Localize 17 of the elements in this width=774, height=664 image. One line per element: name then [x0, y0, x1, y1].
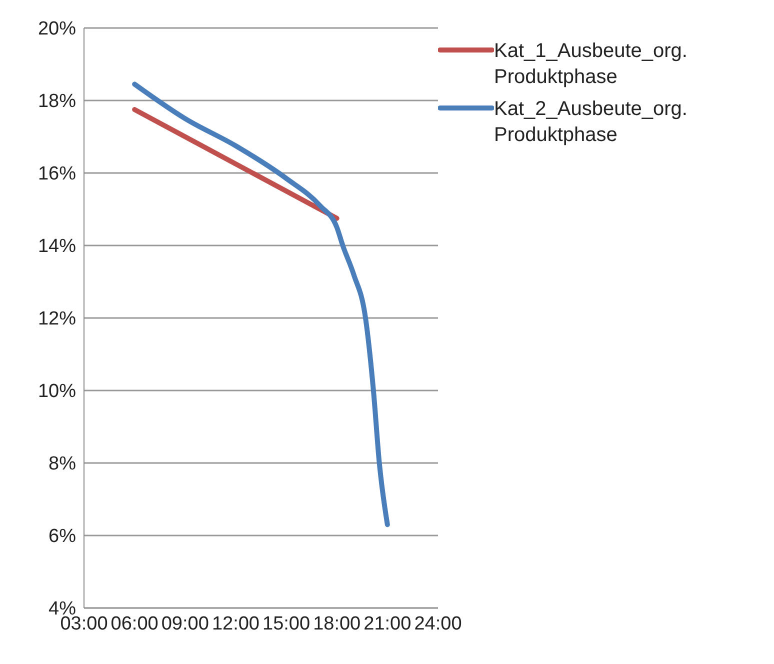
x-tick-label: 18:00	[313, 613, 361, 634]
y-tick-label: 20%	[38, 18, 76, 40]
x-tick-label: 06:00	[110, 613, 158, 634]
legend-label: Kat_1_Ausbeute_org. Produktphase	[494, 39, 688, 90]
x-tick-label: 12:00	[212, 613, 260, 634]
y-tick-label: 10%	[38, 381, 76, 402]
x-tick-label: 15:00	[262, 613, 310, 634]
x-tick-label: 21:00	[364, 613, 412, 634]
y-tick-label: 14%	[38, 236, 76, 258]
x-tick-label: 09:00	[161, 613, 209, 634]
x-tick-label: 24:00	[414, 613, 462, 634]
y-tick-label: 16%	[38, 164, 76, 185]
y-tick-label: 6%	[48, 526, 76, 548]
y-tick-label: 8%	[48, 454, 76, 475]
y-tick-label: 18%	[38, 91, 76, 112]
y-tick-label: 12%	[38, 308, 76, 330]
legend-label: Kat_2_Ausbeute_org. Produktphase	[494, 97, 688, 148]
